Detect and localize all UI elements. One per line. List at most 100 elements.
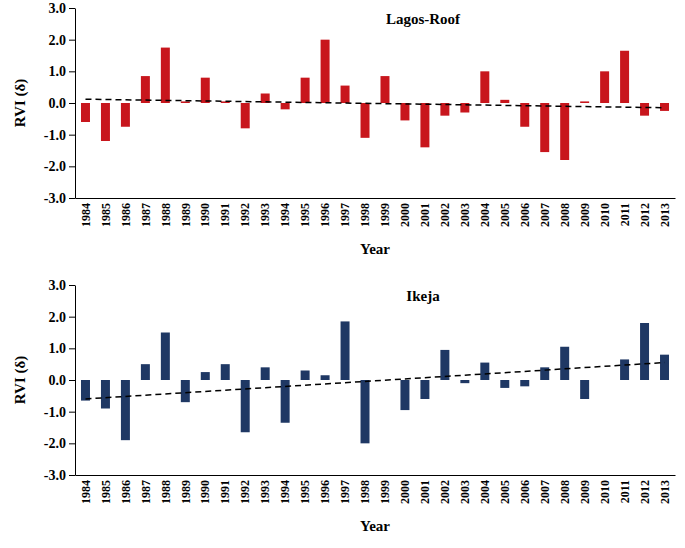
tick: 2008 <box>558 475 572 504</box>
tick-label: 2010 <box>598 203 612 227</box>
tick: 1990 <box>198 198 212 227</box>
bar <box>141 76 150 103</box>
x-axis: 1984198519861987198819891990199119921993… <box>76 198 676 227</box>
tick: 2012 <box>638 198 652 227</box>
tick: 2.0 <box>49 310 76 325</box>
tick-label: 1985 <box>99 480 113 504</box>
axis-line <box>75 286 76 476</box>
tick-label: 2001 <box>418 480 432 504</box>
tick-label: 1990 <box>198 203 212 227</box>
bar <box>620 51 629 103</box>
tick: -2.0 <box>44 159 75 174</box>
tick-label: 2013 <box>658 480 672 504</box>
tick-mark <box>69 103 75 104</box>
tick: -3.0 <box>44 468 75 483</box>
bar <box>81 380 90 401</box>
bar <box>500 380 509 388</box>
panel: -3.0-2.0-1.00.01.02.03.01984198519861987… <box>12 278 676 534</box>
tick-label: -2.0 <box>44 436 66 451</box>
tick-label: 1998 <box>358 480 372 504</box>
tick: 2007 <box>538 475 552 504</box>
tick: 2001 <box>418 475 432 504</box>
bar <box>500 100 509 103</box>
tick: 1991 <box>218 475 232 504</box>
bar <box>121 380 130 440</box>
tick: 2003 <box>458 198 472 227</box>
tick: -2.0 <box>44 436 75 451</box>
tick-label: 2006 <box>518 480 532 504</box>
bar <box>101 380 110 409</box>
tick: 1994 <box>278 475 292 504</box>
tick-label: 1984 <box>79 203 93 227</box>
tick-label: 2011 <box>618 480 632 503</box>
bar <box>81 103 90 122</box>
tick-label: 1995 <box>298 203 312 227</box>
tick: 2013 <box>658 198 672 227</box>
bar <box>261 367 270 380</box>
tick-mark <box>69 348 75 349</box>
tick-label: 1.0 <box>49 341 67 356</box>
bar <box>580 380 589 399</box>
tick-mark <box>69 135 75 136</box>
bar <box>241 380 250 432</box>
tick: 2000 <box>398 198 412 227</box>
tick: 0.0 <box>49 373 76 388</box>
tick: 1985 <box>99 198 113 227</box>
tick: 2010 <box>598 475 612 504</box>
tick-label: -3.0 <box>44 468 66 483</box>
tick-label: 2012 <box>638 203 652 227</box>
tick: 1987 <box>139 475 153 504</box>
tick: -1.0 <box>44 405 75 420</box>
bar <box>420 380 429 399</box>
bar <box>181 101 190 103</box>
tick-label: 2005 <box>498 480 512 504</box>
tick-label: 2006 <box>518 203 532 227</box>
tick: 1989 <box>179 198 193 227</box>
bar <box>121 103 130 127</box>
tick-label: 1997 <box>338 203 352 227</box>
tick: 2007 <box>538 198 552 227</box>
tick-label: 1989 <box>179 480 193 504</box>
tick: -3.0 <box>44 191 75 206</box>
tick-label: 1993 <box>258 480 272 504</box>
tick: 1993 <box>258 475 272 504</box>
tick-mark <box>69 198 75 199</box>
tick-label: 2007 <box>538 480 552 504</box>
tick-label: 1985 <box>99 203 113 227</box>
bar <box>380 76 389 103</box>
tick: 2011 <box>618 475 632 503</box>
bar <box>560 347 569 380</box>
tick-label: 2002 <box>438 203 452 227</box>
tick: 1992 <box>238 475 252 504</box>
tick: 2002 <box>438 198 452 227</box>
bar <box>361 380 370 443</box>
tick: 1999 <box>378 198 392 227</box>
tick-label: -1.0 <box>44 128 66 143</box>
tick-label: 2004 <box>478 480 492 504</box>
bar <box>640 323 649 380</box>
tick-label: 1991 <box>218 203 232 227</box>
tick-mark <box>69 443 75 444</box>
x-axis: 1984198519861987198819891990199119921993… <box>76 475 676 504</box>
tick: 2006 <box>518 198 532 227</box>
tick: 2013 <box>658 475 672 504</box>
tick: 2003 <box>458 475 472 504</box>
bar <box>480 363 489 380</box>
tick-label: -1.0 <box>44 405 66 420</box>
axis-line <box>75 9 76 199</box>
tick: 2005 <box>498 198 512 227</box>
bar <box>420 103 429 147</box>
trend-line <box>85 363 664 399</box>
tick: 1995 <box>298 198 312 227</box>
tick-label: 2003 <box>458 480 472 504</box>
tick-label: 1992 <box>238 203 252 227</box>
tick-label: 2008 <box>558 203 572 227</box>
tick: 0.0 <box>49 96 76 111</box>
tick-label: 2001 <box>418 203 432 227</box>
chart-title: Lagos-Roof <box>386 11 461 27</box>
tick-label: 2000 <box>398 480 412 504</box>
bar <box>341 86 350 103</box>
bar <box>560 103 569 160</box>
tick-label: 2004 <box>478 203 492 227</box>
tick-label: 1986 <box>119 480 133 504</box>
